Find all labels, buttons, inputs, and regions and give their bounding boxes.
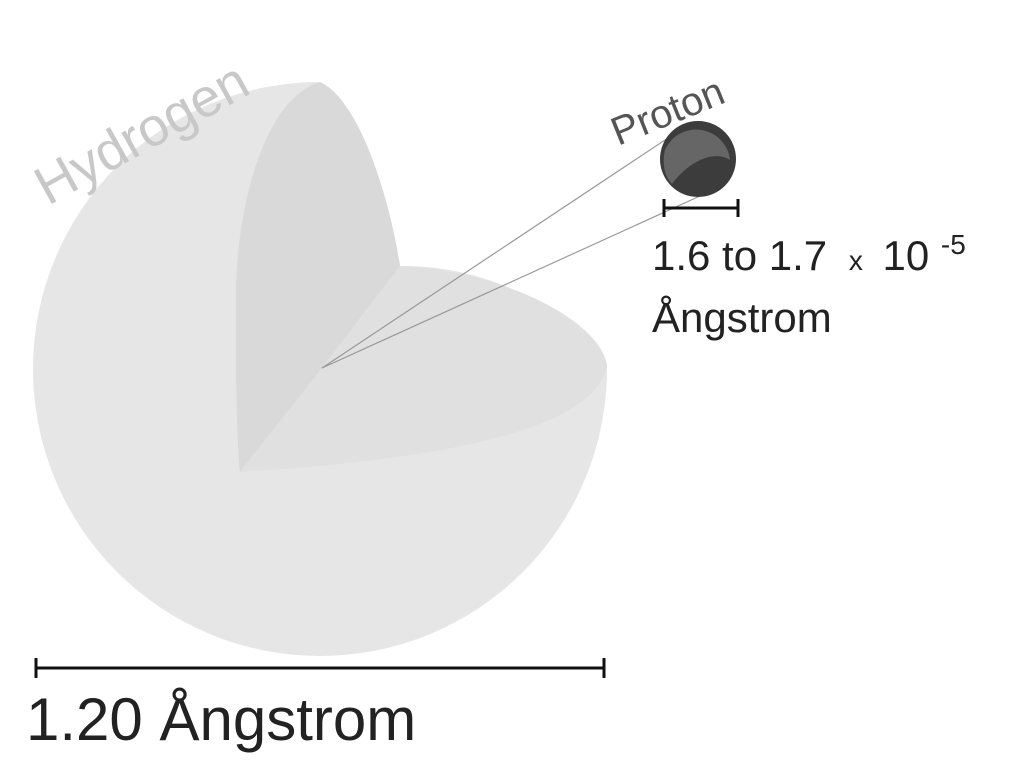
proton-diameter-base: 10 [882,232,929,279]
proton-diameter-exponent: -5 [941,229,966,260]
proton-diameter-times: x [849,245,863,276]
proton-diameter-value: 1.6 to 1.7 [652,232,827,279]
proton-scale-bar [662,199,740,217]
atom-scale-bar [34,658,606,678]
hydrogen-atom-sphere [33,82,607,656]
proton-sphere [660,121,736,197]
leader-line-upper [321,137,669,369]
atom-diameter-label: 1.20 Ångstrom [26,686,416,753]
proton-diameter-unit: Ångstrom [652,294,832,341]
proton-diameter-label: 1.6 to 1.7 x 10 -5 [652,229,966,279]
atom-cutaway-vertical-face [235,82,400,472]
atom-cutaway-horizontal-face [240,266,607,472]
proton-highlight [663,129,730,184]
proton-leader-lines [321,137,701,369]
leader-line-lower [321,195,701,369]
